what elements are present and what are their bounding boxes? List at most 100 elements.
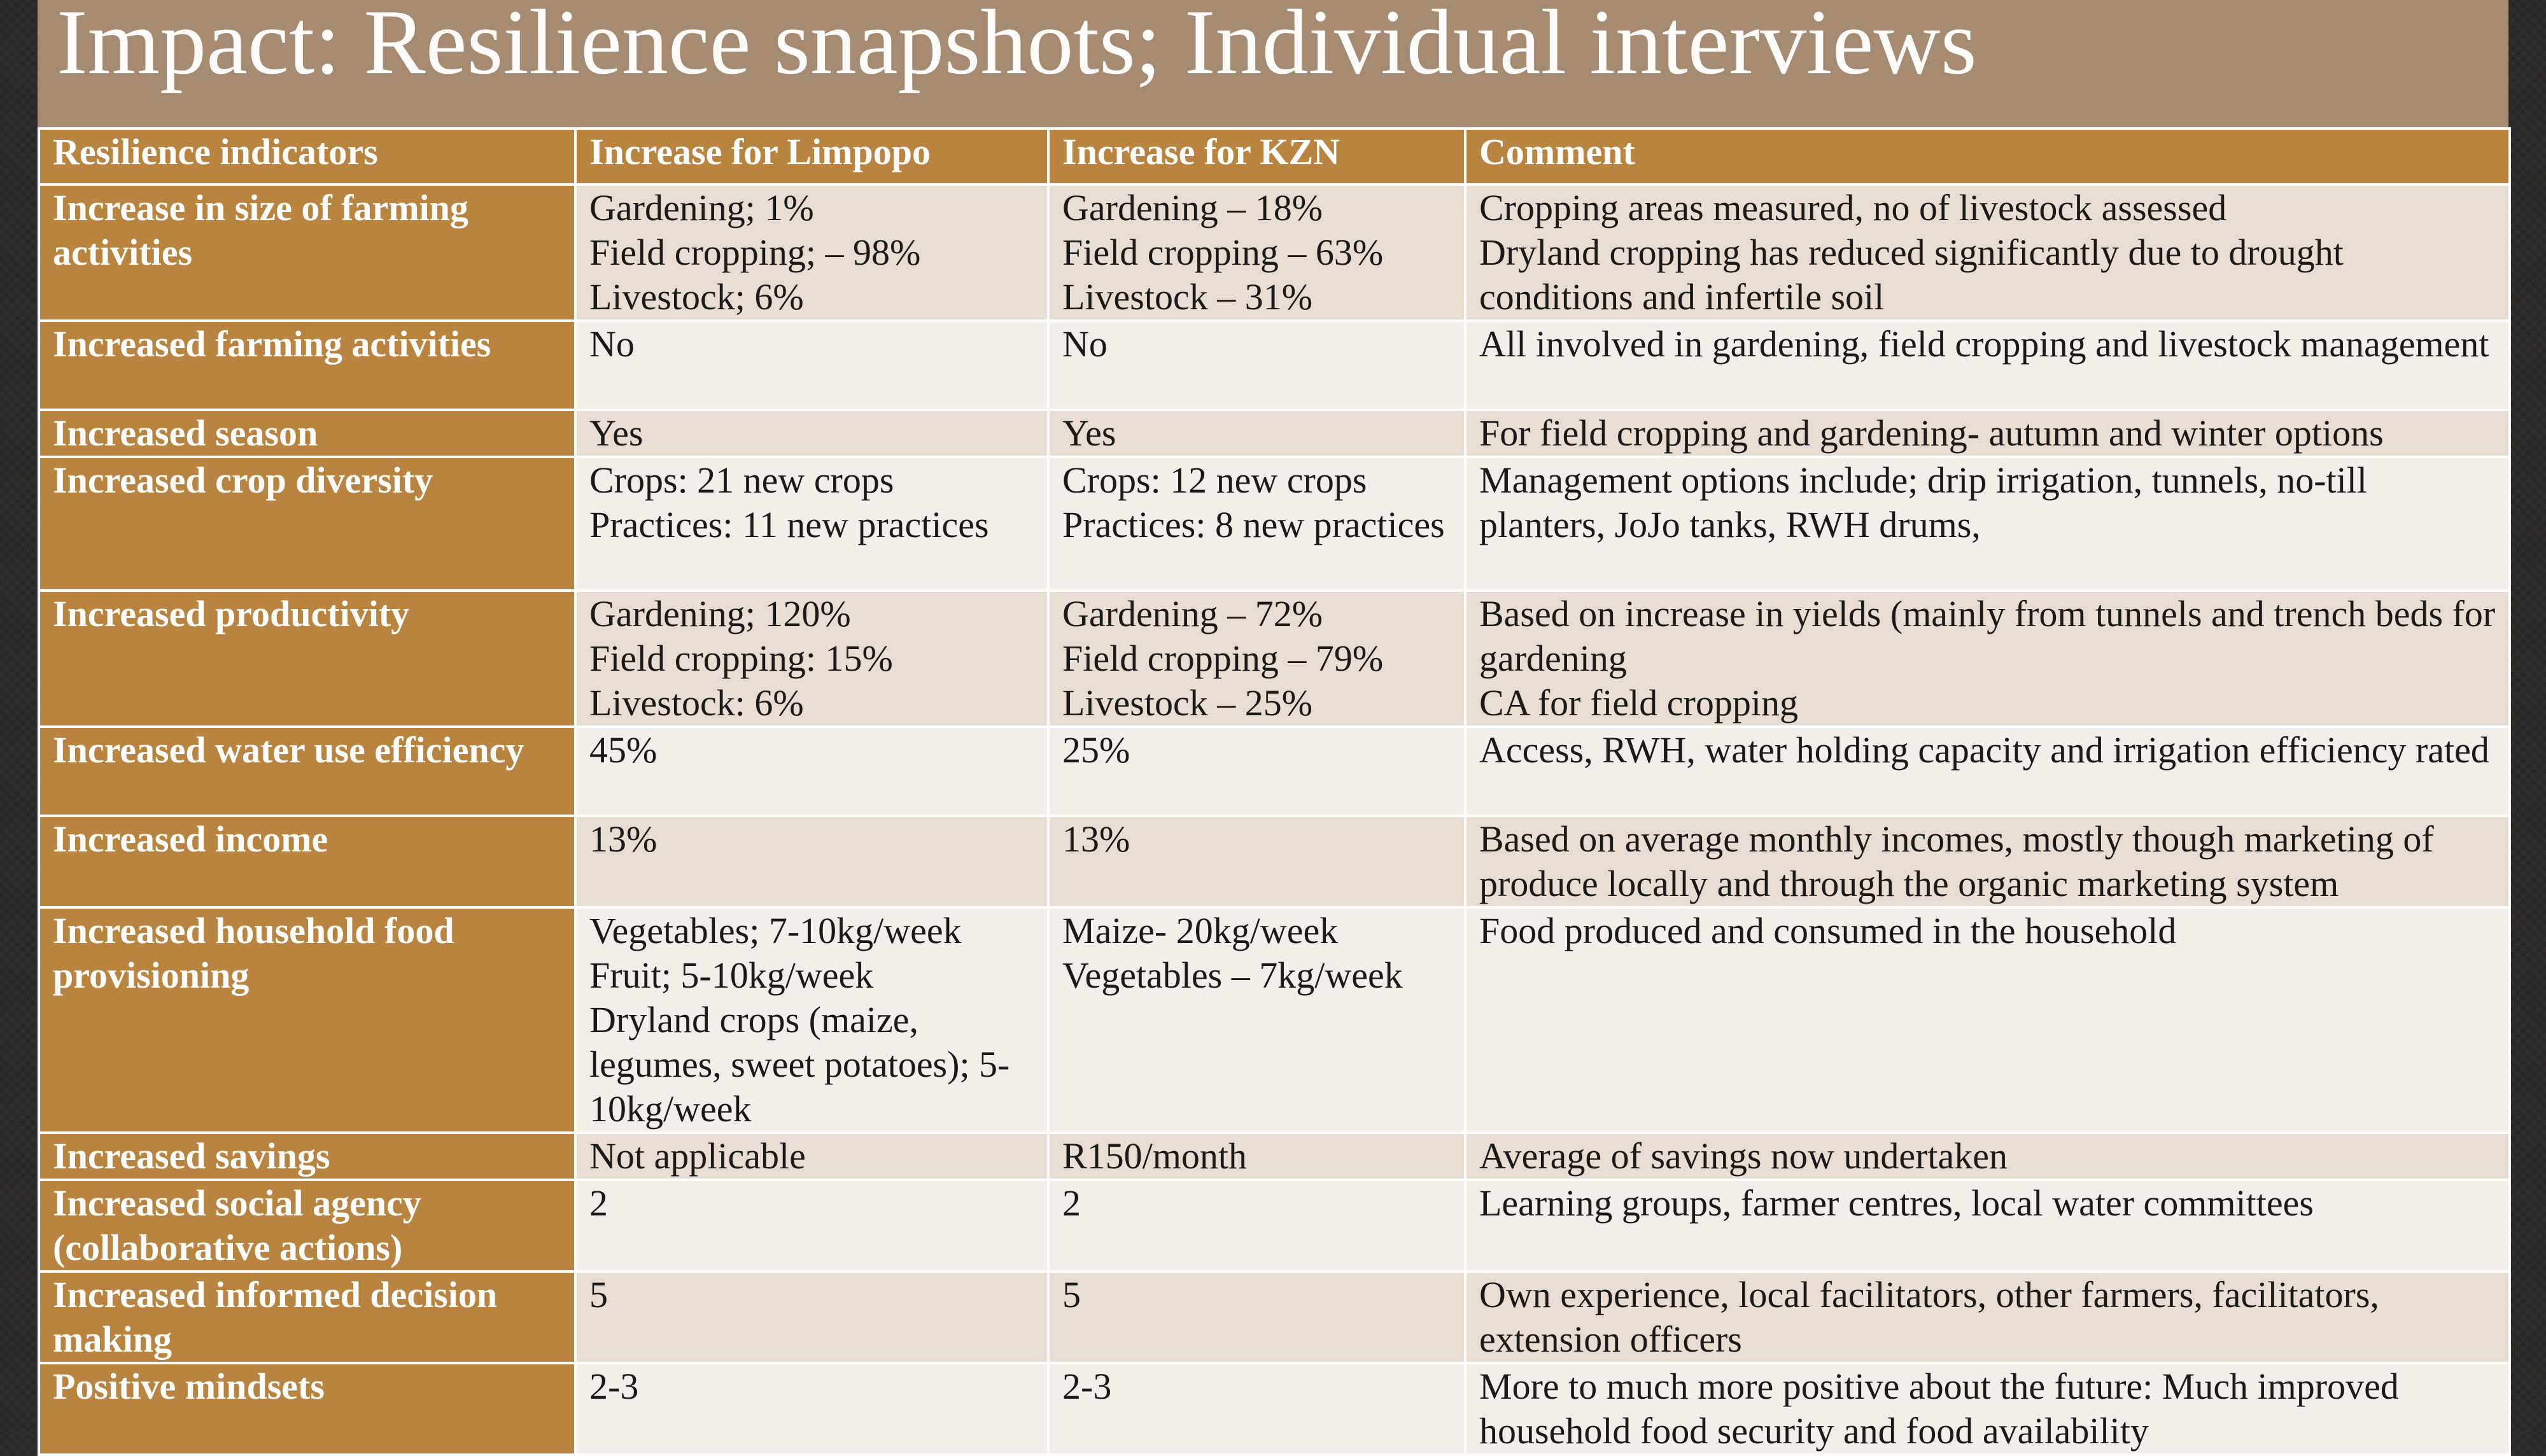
cell-line: No bbox=[1062, 323, 1108, 365]
cell-line: Dryland cropping has reduced significant… bbox=[1479, 232, 2344, 318]
cell-line: Livestock – 31% bbox=[1062, 276, 1313, 318]
comment-cell: Cropping areas measured, no of livestock… bbox=[1464, 183, 2511, 322]
cell-line: Livestock: 6% bbox=[589, 682, 804, 724]
comment-cell: All involved in gardening, field croppin… bbox=[1464, 319, 2511, 411]
table-row: Increased farming activities No No All i… bbox=[38, 319, 2511, 411]
cell-line: Livestock; 6% bbox=[589, 276, 804, 318]
indicator-cell: Increased farming activities bbox=[38, 319, 577, 411]
kzn-cell: Crops: 12 new crops Practices: 8 new pra… bbox=[1047, 456, 1466, 592]
limpopo-cell: 5 bbox=[574, 1270, 1050, 1364]
indicator-cell: Increased water use efficiency bbox=[38, 725, 577, 817]
cell-line: 2 bbox=[589, 1182, 608, 1224]
indicator-cell: Increased crop diversity bbox=[38, 456, 577, 592]
cell-line: CA for field cropping bbox=[1479, 682, 1798, 724]
cell-line: 45% bbox=[589, 729, 658, 771]
cell-line: Livestock – 25% bbox=[1062, 682, 1313, 724]
limpopo-cell: Not applicable bbox=[574, 1131, 1050, 1181]
cell-line: 2 bbox=[1062, 1182, 1081, 1224]
cell-line: Cropping areas measured, no of livestock… bbox=[1479, 187, 2227, 228]
table-body: Increase in size of farming activities G… bbox=[38, 183, 2511, 1456]
cell-line: Vegetables; 7-10kg/week bbox=[589, 910, 962, 951]
limpopo-cell: 13% bbox=[574, 815, 1050, 909]
cell-line: For field cropping and gardening- autumn… bbox=[1479, 412, 2384, 454]
comment-cell: Average of savings now undertaken bbox=[1464, 1131, 2511, 1181]
cell-line: 2-3 bbox=[1062, 1366, 1112, 1407]
table-row: Positive mindsets 2-3 2-3 More to much m… bbox=[38, 1362, 2511, 1456]
limpopo-cell: 45% bbox=[574, 725, 1050, 817]
limpopo-cell: No bbox=[574, 319, 1050, 411]
kzn-cell: Gardening – 72% Field cropping – 79% Liv… bbox=[1047, 589, 1466, 728]
cell-line: Practices: 8 new practices bbox=[1062, 504, 1445, 545]
kzn-cell: R150/month bbox=[1047, 1131, 1466, 1181]
cell-line: Food produced and consumed in the househ… bbox=[1479, 910, 2177, 951]
kzn-cell: 13% bbox=[1047, 815, 1466, 909]
table-row: Increased household food provisioning Ve… bbox=[38, 906, 2511, 1134]
cell-line: More to much more positive about the fut… bbox=[1479, 1366, 2399, 1452]
limpopo-cell: 2-3 bbox=[574, 1362, 1050, 1456]
cell-line: 5 bbox=[1062, 1274, 1081, 1315]
cell-line: Yes bbox=[589, 412, 644, 454]
indicator-cell: Increased income bbox=[38, 815, 577, 909]
cell-line: Field cropping: 15% bbox=[589, 638, 893, 679]
cell-line: Own experience, local facilitators, othe… bbox=[1479, 1274, 2379, 1360]
cell-line: 13% bbox=[1062, 818, 1130, 860]
table-row: Increased water use efficiency 45% 25% A… bbox=[38, 725, 2511, 817]
kzn-cell: 5 bbox=[1047, 1270, 1466, 1364]
cell-line: 2-3 bbox=[589, 1366, 639, 1407]
header-limpopo: Increase for Limpopo bbox=[574, 127, 1050, 186]
kzn-cell: Maize- 20kg/week Vegetables – 7kg/week bbox=[1047, 906, 1466, 1134]
table-row: Increased income 13% 13% Based on averag… bbox=[38, 815, 2511, 909]
title-band: Impact: Resilience snapshots; Individual… bbox=[38, 0, 2508, 130]
comment-cell: More to much more positive about the fut… bbox=[1464, 1362, 2511, 1456]
indicator-cell: Increased savings bbox=[38, 1131, 577, 1181]
cell-line: Crops: 12 new crops bbox=[1062, 459, 1367, 501]
table-row: Increased informed decision making 5 5 O… bbox=[38, 1270, 2511, 1364]
limpopo-cell: Gardening; 120% Field cropping: 15% Live… bbox=[574, 589, 1050, 728]
cell-line: Gardening – 72% bbox=[1062, 593, 1323, 634]
comment-cell: Management options include; drip irrigat… bbox=[1464, 456, 2511, 592]
kzn-cell: 2-3 bbox=[1047, 1362, 1466, 1456]
indicator-cell: Increased social agency (collaborative a… bbox=[38, 1179, 577, 1273]
cell-line: Based on average monthly incomes, mostly… bbox=[1479, 818, 2434, 904]
limpopo-cell: Crops: 21 new crops Practices: 11 new pr… bbox=[574, 456, 1050, 592]
kzn-cell: Gardening – 18% Field cropping – 63% Liv… bbox=[1047, 183, 1466, 322]
header-row: Resilience indicators Increase for Limpo… bbox=[38, 127, 2511, 186]
table-row: Increased social agency (collaborative a… bbox=[38, 1179, 2511, 1273]
cell-line: 13% bbox=[589, 818, 658, 860]
cell-line: Field cropping; – 98% bbox=[589, 232, 921, 273]
table-row: Increase in size of farming activities G… bbox=[38, 183, 2511, 322]
cell-line: Practices: 11 new practices bbox=[589, 504, 989, 545]
cell-line: Dryland crops (maize, legumes, sweet pot… bbox=[589, 999, 1010, 1130]
indicator-cell: Increased informed decision making bbox=[38, 1270, 577, 1364]
cell-line: Field cropping – 79% bbox=[1062, 638, 1384, 679]
limpopo-cell: Vegetables; 7-10kg/week Fruit; 5-10kg/we… bbox=[574, 906, 1050, 1134]
table-row: Increased productivity Gardening; 120% F… bbox=[38, 589, 2511, 728]
cell-line: Maize- 20kg/week bbox=[1062, 910, 1339, 951]
cell-line: Management options include; drip irrigat… bbox=[1479, 459, 2367, 545]
cell-line: 5 bbox=[589, 1274, 608, 1315]
cell-line: Gardening – 18% bbox=[1062, 187, 1323, 228]
comment-cell: Based on average monthly incomes, mostly… bbox=[1464, 815, 2511, 909]
table-row: Increased savings Not applicable R150/mo… bbox=[38, 1131, 2511, 1181]
kzn-cell: 2 bbox=[1047, 1179, 1466, 1273]
indicator-cell: Increased household food provisioning bbox=[38, 906, 577, 1134]
table-row: Increased season Yes Yes For field cropp… bbox=[38, 409, 2511, 458]
resilience-table: Resilience indicators Increase for Limpo… bbox=[38, 127, 2511, 1456]
comment-cell: Based on increase in yields (mainly from… bbox=[1464, 589, 2511, 728]
cell-line: Field cropping – 63% bbox=[1062, 232, 1384, 273]
limpopo-cell: 2 bbox=[574, 1179, 1050, 1273]
cell-line: Not applicable bbox=[589, 1135, 806, 1177]
cell-line: Learning groups, farmer centres, local w… bbox=[1479, 1182, 2314, 1224]
kzn-cell: 25% bbox=[1047, 725, 1466, 817]
cell-line: Gardening; 1% bbox=[589, 187, 814, 228]
comment-cell: Food produced and consumed in the househ… bbox=[1464, 906, 2511, 1134]
cell-line: Based on increase in yields (mainly from… bbox=[1479, 593, 2496, 679]
table-row: Increased crop diversity Crops: 21 new c… bbox=[38, 456, 2511, 592]
kzn-cell: No bbox=[1047, 319, 1466, 411]
slide-title: Impact: Resilience snapshots; Individual… bbox=[57, 0, 1977, 94]
indicator-cell: Positive mindsets bbox=[38, 1362, 577, 1456]
cell-line: R150/month bbox=[1062, 1135, 1248, 1177]
cell-line: Gardening; 120% bbox=[589, 593, 851, 634]
slide: Impact: Resilience snapshots; Individual… bbox=[38, 0, 2511, 1456]
header-kzn: Increase for KZN bbox=[1047, 127, 1466, 186]
